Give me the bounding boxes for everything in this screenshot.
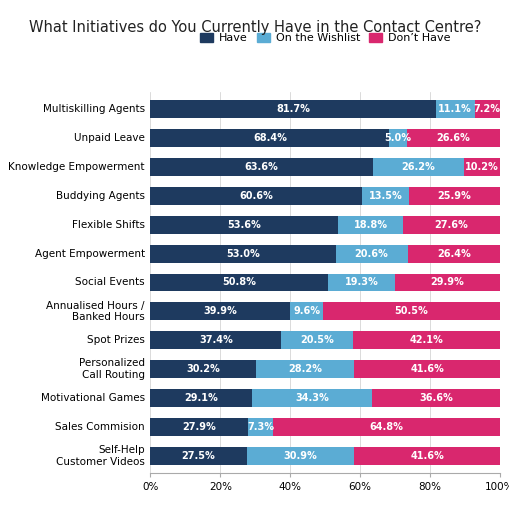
Bar bbox=[150, 129, 389, 147]
Text: 34.3%: 34.3% bbox=[295, 393, 328, 403]
Bar bbox=[247, 418, 273, 436]
Text: 20.5%: 20.5% bbox=[299, 335, 333, 345]
Bar bbox=[150, 418, 247, 436]
Bar bbox=[256, 360, 354, 378]
Text: 60.6%: 60.6% bbox=[239, 191, 273, 201]
Text: 9.6%: 9.6% bbox=[293, 306, 320, 317]
Text: 63.6%: 63.6% bbox=[244, 162, 278, 172]
Legend: Have, On the Wishlist, Don’t Have: Have, On the Wishlist, Don’t Have bbox=[195, 29, 454, 48]
Bar bbox=[409, 187, 499, 205]
Bar bbox=[389, 129, 406, 147]
Bar bbox=[323, 302, 499, 320]
Text: 81.7%: 81.7% bbox=[276, 104, 309, 114]
Text: 25.9%: 25.9% bbox=[437, 191, 470, 201]
Text: 68.4%: 68.4% bbox=[252, 133, 286, 143]
Bar bbox=[150, 447, 246, 465]
Bar bbox=[474, 100, 499, 118]
Bar bbox=[406, 129, 499, 147]
Text: 53.0%: 53.0% bbox=[225, 248, 260, 259]
Bar bbox=[352, 331, 499, 349]
Text: 19.3%: 19.3% bbox=[344, 277, 378, 288]
Text: 42.1%: 42.1% bbox=[409, 335, 442, 345]
Bar bbox=[150, 273, 327, 292]
Bar bbox=[150, 216, 337, 234]
Text: 29.1%: 29.1% bbox=[184, 393, 218, 403]
Bar bbox=[150, 100, 435, 118]
Bar bbox=[289, 302, 323, 320]
Bar bbox=[371, 389, 499, 407]
Bar bbox=[327, 273, 394, 292]
Text: 26.4%: 26.4% bbox=[436, 248, 470, 259]
Text: 7.3%: 7.3% bbox=[247, 422, 274, 432]
Text: 20.6%: 20.6% bbox=[354, 248, 388, 259]
Bar bbox=[335, 245, 407, 263]
Bar bbox=[280, 331, 352, 349]
Bar bbox=[150, 158, 372, 176]
Text: 64.8%: 64.8% bbox=[369, 422, 403, 432]
Text: 36.6%: 36.6% bbox=[418, 393, 452, 403]
Text: 37.4%: 37.4% bbox=[199, 335, 232, 345]
Bar bbox=[361, 187, 409, 205]
Text: 27.9%: 27.9% bbox=[182, 422, 216, 432]
Text: 26.6%: 26.6% bbox=[436, 133, 469, 143]
Text: 5.0%: 5.0% bbox=[384, 133, 411, 143]
Text: 53.6%: 53.6% bbox=[227, 220, 261, 230]
Text: 26.2%: 26.2% bbox=[401, 162, 434, 172]
Bar bbox=[354, 360, 499, 378]
Text: 50.8%: 50.8% bbox=[222, 277, 256, 288]
Bar bbox=[407, 245, 499, 263]
Bar bbox=[394, 273, 499, 292]
Bar bbox=[150, 245, 335, 263]
Text: 30.9%: 30.9% bbox=[283, 451, 317, 461]
Bar bbox=[150, 187, 361, 205]
Bar bbox=[337, 216, 403, 234]
Text: 41.6%: 41.6% bbox=[409, 364, 443, 374]
Bar bbox=[435, 100, 474, 118]
Bar bbox=[372, 158, 463, 176]
Bar bbox=[463, 158, 499, 176]
Text: 27.6%: 27.6% bbox=[434, 220, 468, 230]
Text: 30.2%: 30.2% bbox=[186, 364, 220, 374]
Text: 29.9%: 29.9% bbox=[430, 277, 464, 288]
Bar bbox=[251, 389, 371, 407]
Bar bbox=[246, 447, 354, 465]
Bar bbox=[273, 418, 499, 436]
Text: 41.6%: 41.6% bbox=[409, 451, 443, 461]
Text: 27.5%: 27.5% bbox=[181, 451, 215, 461]
Bar bbox=[150, 302, 289, 320]
Bar bbox=[150, 389, 251, 407]
Bar bbox=[150, 360, 256, 378]
Text: 39.9%: 39.9% bbox=[203, 306, 237, 317]
Text: 28.2%: 28.2% bbox=[288, 364, 322, 374]
Text: 10.2%: 10.2% bbox=[464, 162, 498, 172]
Text: 13.5%: 13.5% bbox=[368, 191, 402, 201]
Bar bbox=[354, 447, 499, 465]
Bar bbox=[150, 331, 280, 349]
Text: What Initiatives do You Currently Have in the Contact Centre?: What Initiatives do You Currently Have i… bbox=[29, 20, 480, 35]
Text: 11.1%: 11.1% bbox=[438, 104, 471, 114]
Bar bbox=[403, 216, 499, 234]
Text: 50.5%: 50.5% bbox=[394, 306, 428, 317]
Text: 7.2%: 7.2% bbox=[473, 104, 500, 114]
Text: 18.8%: 18.8% bbox=[353, 220, 387, 230]
